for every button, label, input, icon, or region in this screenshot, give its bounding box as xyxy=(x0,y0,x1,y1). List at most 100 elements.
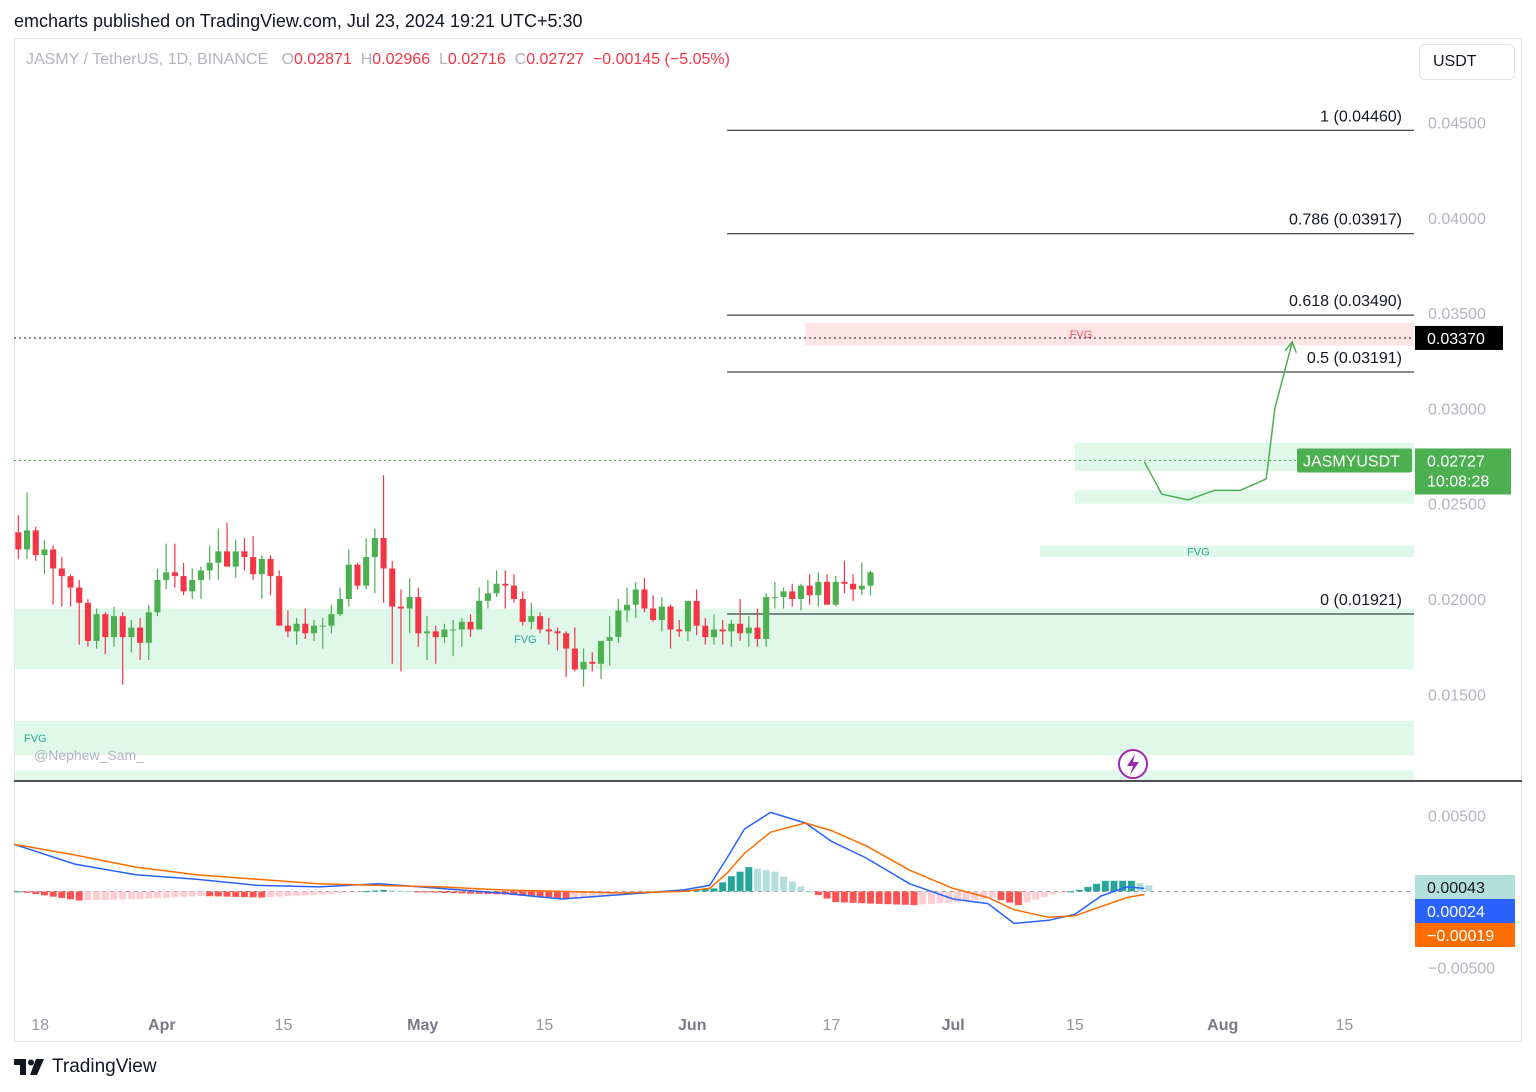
candle-body[interactable] xyxy=(519,598,526,622)
candle-body[interactable] xyxy=(102,614,109,638)
candle-body[interactable] xyxy=(50,549,57,569)
candle-body[interactable] xyxy=(763,597,770,639)
candle-body[interactable] xyxy=(284,625,291,632)
candle-body[interactable] xyxy=(589,661,596,664)
candle-body[interactable] xyxy=(415,597,422,634)
candle-body[interactable] xyxy=(832,581,839,605)
candle-body[interactable] xyxy=(267,558,274,577)
candle-body[interactable] xyxy=(754,627,761,639)
candle-body[interactable] xyxy=(206,562,213,571)
candle-body[interactable] xyxy=(197,570,204,580)
candle-body[interactable] xyxy=(163,572,170,580)
candle-body[interactable] xyxy=(180,576,187,592)
candle-body[interactable] xyxy=(624,604,631,611)
candle-body[interactable] xyxy=(24,530,31,550)
candle-body[interactable] xyxy=(537,616,544,630)
candle-body[interactable] xyxy=(145,612,152,643)
candle-body[interactable] xyxy=(389,568,396,607)
candle-body[interactable] xyxy=(337,598,344,615)
candle-body[interactable] xyxy=(258,558,265,575)
candle-body[interactable] xyxy=(728,623,735,632)
candle-body[interactable] xyxy=(128,627,135,638)
candle-body[interactable] xyxy=(310,625,318,634)
candle-body[interactable] xyxy=(597,640,604,664)
currency-button[interactable]: USDT xyxy=(1419,44,1515,80)
candle-body[interactable] xyxy=(171,572,178,577)
candle-body[interactable] xyxy=(450,629,457,631)
macd-line[interactable] xyxy=(13,811,1145,925)
candle-body[interactable] xyxy=(554,631,561,634)
candle-body[interactable] xyxy=(528,616,535,622)
candle-body[interactable] xyxy=(154,579,161,613)
candle-body[interactable] xyxy=(580,661,587,670)
candle-body[interactable] xyxy=(667,606,674,630)
candle-body[interactable] xyxy=(15,532,22,550)
candle-body[interactable] xyxy=(850,583,857,590)
candle-body[interactable] xyxy=(806,585,813,596)
candle-body[interactable] xyxy=(293,623,300,632)
candle-body[interactable] xyxy=(241,551,248,558)
candle-body[interactable] xyxy=(345,564,352,599)
candle-body[interactable] xyxy=(658,606,665,620)
candle-body[interactable] xyxy=(693,600,700,626)
candle-body[interactable] xyxy=(84,602,91,641)
candle-body[interactable] xyxy=(67,576,74,588)
candle-body[interactable] xyxy=(276,576,283,626)
candle-body[interactable] xyxy=(76,587,83,603)
candle-body[interactable] xyxy=(824,581,831,605)
candle-body[interactable] xyxy=(302,623,309,634)
candle-body[interactable] xyxy=(215,551,222,563)
candle-body[interactable] xyxy=(441,629,448,638)
candle-body[interactable] xyxy=(641,589,648,609)
candle-body[interactable] xyxy=(380,538,387,569)
candle-body[interactable] xyxy=(632,589,639,605)
candle-body[interactable] xyxy=(502,583,509,586)
candle-body[interactable] xyxy=(32,530,39,556)
candle-body[interactable] xyxy=(510,585,518,599)
candle-body[interactable] xyxy=(737,623,744,634)
candle-body[interactable] xyxy=(719,629,726,632)
candle-body[interactable] xyxy=(232,551,239,567)
candle-body[interactable] xyxy=(406,597,413,609)
tradingview-logo[interactable]: TradingView xyxy=(14,1056,157,1078)
candle-body[interactable] xyxy=(615,610,622,638)
candle-body[interactable] xyxy=(119,616,126,638)
candle-body[interactable] xyxy=(93,614,100,641)
candle-body[interactable] xyxy=(424,631,431,634)
candle-body[interactable] xyxy=(650,608,657,620)
candle-body[interactable] xyxy=(771,597,778,599)
candle-body[interactable] xyxy=(684,600,691,632)
candle-body[interactable] xyxy=(841,581,848,584)
projection-path[interactable] xyxy=(1143,341,1294,501)
candle-body[interactable] xyxy=(41,549,48,556)
candle-body[interactable] xyxy=(563,633,570,649)
candle-body[interactable] xyxy=(780,591,787,598)
candle-body[interactable] xyxy=(571,648,578,670)
candle-body[interactable] xyxy=(867,572,874,586)
candle-body[interactable] xyxy=(815,581,822,596)
candle-body[interactable] xyxy=(189,579,196,592)
candle-body[interactable] xyxy=(354,564,361,586)
candle-body[interactable] xyxy=(328,614,335,626)
candle-body[interactable] xyxy=(224,551,231,567)
candle-body[interactable] xyxy=(319,625,326,627)
candle-body[interactable] xyxy=(484,593,491,601)
candle-body[interactable] xyxy=(467,621,474,630)
candle-body[interactable] xyxy=(250,557,257,575)
signal-line[interactable] xyxy=(13,822,1145,919)
candle-body[interactable] xyxy=(710,629,718,638)
candle-body[interactable] xyxy=(476,600,483,630)
candle-body[interactable] xyxy=(545,629,552,632)
candle-body[interactable] xyxy=(676,629,683,632)
candle-body[interactable] xyxy=(789,591,796,599)
candle-body[interactable] xyxy=(363,557,370,586)
candle-body[interactable] xyxy=(371,538,378,558)
candle-body[interactable] xyxy=(58,568,65,577)
candle-body[interactable] xyxy=(858,585,865,590)
candle-body[interactable] xyxy=(702,625,709,638)
candle-body[interactable] xyxy=(432,631,439,638)
candle-body[interactable] xyxy=(397,606,404,609)
candle-body[interactable] xyxy=(745,627,752,634)
candle-body[interactable] xyxy=(458,621,465,630)
